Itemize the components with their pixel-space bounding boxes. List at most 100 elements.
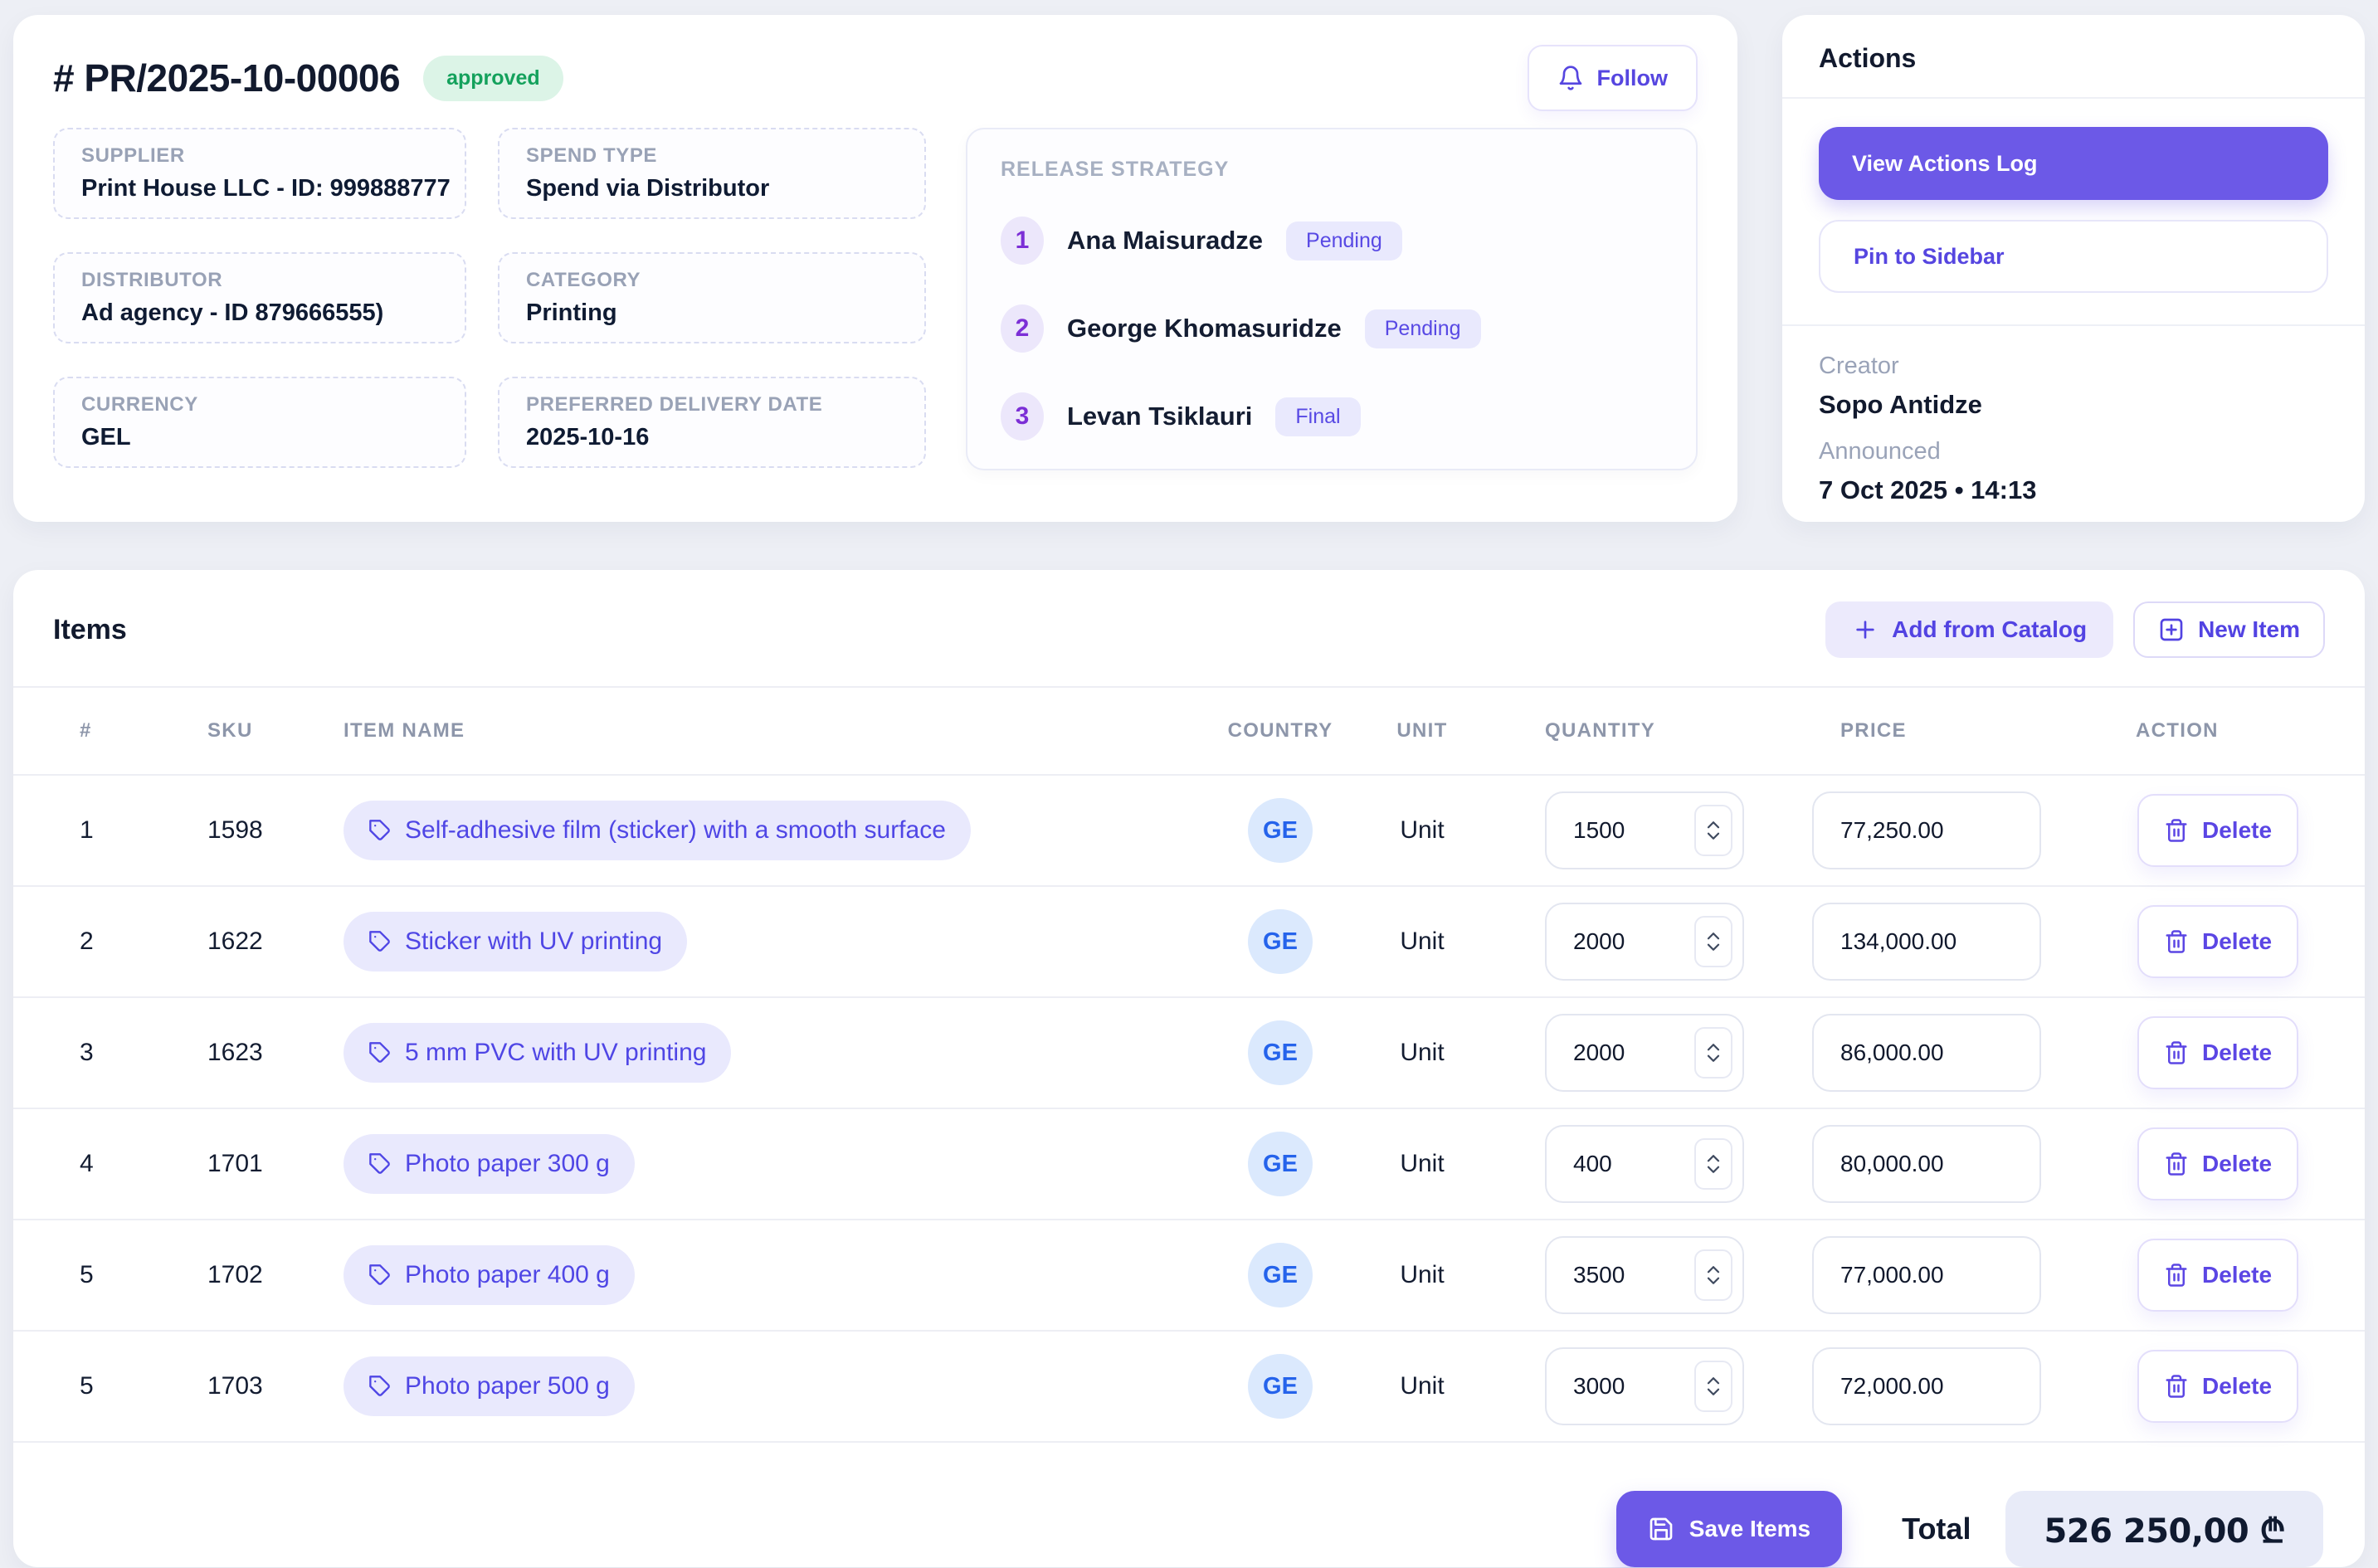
divider — [1782, 97, 2365, 99]
row-number: 1 — [80, 816, 94, 844]
save-items-button[interactable]: Save Items — [1615, 1491, 1843, 1567]
row-number: 5 — [80, 1372, 94, 1400]
trash-icon — [2166, 1152, 2187, 1176]
field-box: SPEND TYPE Spend via Distributor — [498, 128, 926, 219]
field-label: DISTRIBUTOR — [81, 269, 223, 291]
bell-icon — [1559, 66, 1581, 90]
quantity-stepper[interactable] — [1694, 1138, 1732, 1190]
tag-icon — [369, 931, 390, 952]
delete-button[interactable]: Delete — [2137, 1016, 2299, 1089]
quantity-input[interactable] — [1545, 1236, 1744, 1314]
actions-title: Actions — [1819, 43, 1917, 73]
country-badge: GE — [1248, 909, 1313, 974]
item-name-chip[interactable]: Photo paper 400 g — [344, 1245, 635, 1305]
row-number: 3 — [80, 1039, 94, 1066]
table-row: 5 1702 Photo paper 400 g GE Unit Delete — [13, 1220, 2365, 1332]
quantity-stepper[interactable] — [1694, 1361, 1732, 1412]
price-input[interactable] — [1812, 1347, 2041, 1425]
status-badge: approved — [423, 55, 563, 101]
add-from-catalog-button[interactable]: Add from Catalog — [1825, 601, 2114, 658]
trash-icon — [2166, 1264, 2187, 1287]
divider — [1782, 324, 2365, 326]
field-label: SUPPLIER — [81, 144, 185, 167]
row-number: 4 — [80, 1150, 94, 1177]
column-header-quantity: QUANTITY — [1545, 719, 1656, 742]
announced-label: Announced — [1819, 438, 1941, 465]
step-number-badge: 2 — [1001, 304, 1044, 353]
price-input[interactable] — [1812, 791, 2041, 869]
delete-button[interactable]: Delete — [2137, 1350, 2299, 1423]
row-unit: Unit — [1400, 1150, 1445, 1177]
stepper-down-icon — [1707, 1388, 1720, 1395]
row-sku: 1622 — [207, 928, 263, 955]
field-box: DISTRIBUTOR Ad agency - ID 879666555) — [53, 252, 466, 343]
item-name-label: Photo paper 400 g — [405, 1261, 610, 1288]
field-box: PREFERRED DELIVERY DATE 2025-10-16 — [498, 377, 926, 468]
pin-to-sidebar-button[interactable]: Pin to Sidebar — [1819, 220, 2328, 293]
follow-button[interactable]: Follow — [1527, 45, 1698, 111]
row-number: 5 — [80, 1261, 94, 1288]
field-label: PREFERRED DELIVERY DATE — [526, 393, 823, 416]
field-label: CATEGORY — [526, 269, 641, 291]
creator-label: Creator — [1819, 353, 1899, 379]
trash-icon — [2166, 930, 2187, 953]
country-badge: GE — [1248, 1132, 1313, 1196]
new-item-button[interactable]: New Item — [2133, 601, 2325, 658]
item-name-chip[interactable]: Sticker with UV printing — [344, 912, 688, 971]
release-step: 1 Ana Maisuradze Pending — [1001, 217, 1663, 265]
plus-square-icon — [2160, 618, 2183, 641]
stepper-down-icon — [1707, 832, 1720, 840]
field-value: 2025-10-16 — [526, 424, 650, 450]
delete-button[interactable]: Delete — [2137, 1239, 2299, 1312]
table-row: 2 1622 Sticker with UV printing GE Unit — [13, 887, 2365, 998]
follow-label: Follow — [1596, 65, 1668, 90]
table-row: 3 1623 5 mm PVC with UV printing GE Unit — [13, 998, 2365, 1109]
row-unit: Unit — [1400, 1372, 1445, 1400]
step-number-badge: 3 — [1001, 392, 1044, 441]
item-name-chip[interactable]: Photo paper 500 g — [344, 1356, 635, 1416]
stepper-down-icon — [1707, 1166, 1720, 1173]
release-strategy-panel: RELEASE STRATEGY 1 Ana Maisuradze Pendin… — [966, 128, 1698, 470]
items-header-buttons: Add from Catalog New Item — [1825, 601, 2325, 658]
item-name-chip[interactable]: 5 mm PVC with UV printing — [344, 1023, 732, 1083]
delete-button[interactable]: Delete — [2137, 905, 2299, 978]
quantity-stepper[interactable] — [1694, 805, 1732, 856]
price-input[interactable] — [1812, 903, 2041, 981]
pr-header: # PR/2025-10-00006 approved Follow — [53, 40, 1698, 116]
view-actions-log-button[interactable]: View Actions Log — [1819, 127, 2328, 200]
item-name-chip[interactable]: Self-adhesive film (sticker) with a smoo… — [344, 801, 971, 860]
item-name-chip[interactable]: Photo paper 300 g — [344, 1134, 635, 1194]
price-input[interactable] — [1812, 1236, 2041, 1314]
step-status-badge: Pending — [1364, 309, 1481, 348]
purchase-request-card: # PR/2025-10-00006 approved Follow SUPPL… — [13, 15, 1737, 522]
save-items-label: Save Items — [1688, 1516, 1811, 1541]
quantity-stepper[interactable] — [1694, 916, 1732, 967]
save-icon — [1649, 1517, 1673, 1541]
row-sku: 1701 — [207, 1150, 263, 1177]
price-input[interactable] — [1812, 1125, 2041, 1203]
total-value: 526 250,00 ₾ — [2005, 1491, 2323, 1567]
quantity-input[interactable] — [1545, 903, 1744, 981]
quantity-stepper[interactable] — [1694, 1249, 1732, 1301]
column-header-item-name: ITEM NAME — [344, 719, 465, 742]
items-footer: Save Items Total 526 250,00 ₾ — [13, 1443, 2365, 1567]
delete-label: Delete — [2202, 1151, 2273, 1176]
stepper-down-icon — [1707, 943, 1720, 951]
trash-icon — [2166, 819, 2187, 842]
field-label: SPEND TYPE — [526, 144, 658, 167]
delete-button[interactable]: Delete — [2137, 1127, 2299, 1200]
price-input[interactable] — [1812, 1014, 2041, 1092]
release-step: 2 George Khomasuridze Pending — [1001, 304, 1663, 353]
quantity-input[interactable] — [1545, 1125, 1744, 1203]
delete-button[interactable]: Delete — [2137, 794, 2299, 867]
row-unit: Unit — [1400, 816, 1445, 844]
column-header-price: PRICE — [1840, 719, 1907, 742]
delete-label: Delete — [2202, 817, 2273, 843]
stepper-up-icon — [1707, 821, 1720, 829]
field-box: CURRENCY GEL — [53, 377, 466, 468]
item-name-label: Self-adhesive film (sticker) with a smoo… — [405, 816, 946, 844]
quantity-stepper[interactable] — [1694, 1027, 1732, 1079]
stepper-down-icon — [1707, 1054, 1720, 1062]
items-card: Items Add from Catalog New Item # SKU IT… — [13, 570, 2365, 1567]
field-value: GEL — [81, 424, 131, 450]
